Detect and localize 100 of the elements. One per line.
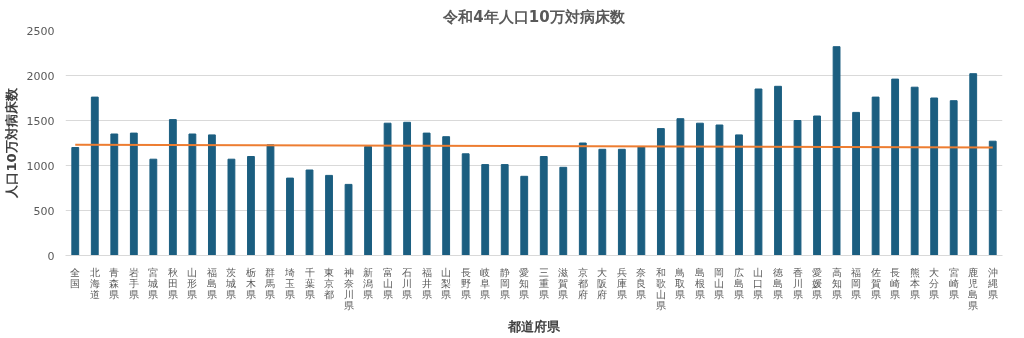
x-tick-label: 広島県	[733, 266, 744, 300]
bar	[539, 156, 548, 256]
x-tick-label: 大阪府	[597, 266, 608, 300]
bar	[910, 86, 919, 256]
x-tick-label: 新潟県	[363, 266, 374, 300]
x-tick-label: 静岡県	[499, 266, 510, 300]
x-tick-label: 長野県	[460, 266, 471, 300]
bar	[656, 128, 665, 256]
bar	[949, 100, 958, 256]
bar	[325, 174, 333, 256]
x-tick-label: 岐阜県	[480, 266, 491, 300]
x-tick-label: 埼玉県	[283, 266, 295, 300]
x-tick-label: 三重県	[538, 266, 549, 300]
bar	[520, 175, 529, 256]
bar	[168, 119, 177, 256]
bar	[793, 120, 802, 256]
bar	[227, 158, 236, 256]
bar	[403, 121, 412, 256]
x-tick-label: 全国	[70, 266, 81, 289]
x-tick-label: 島根県	[694, 266, 705, 300]
x-tick-label: 長崎県	[890, 266, 901, 300]
x-tick-label: 滋賀県	[558, 266, 569, 300]
x-tick-label: 茨城県	[225, 266, 237, 300]
x-tick-label: 山梨県	[441, 266, 452, 300]
y-tick-label: 0	[47, 249, 55, 263]
x-tick-label: 石川県	[402, 266, 413, 300]
y-tick-label: 2500	[26, 24, 55, 38]
x-tick-label: 岩手県	[128, 266, 139, 300]
x-tick-label: 愛知県	[519, 266, 530, 300]
x-tick-label: 兵庫県	[616, 266, 627, 300]
x-tick-label: 山形県	[187, 266, 198, 300]
bar	[481, 164, 490, 256]
bar	[500, 164, 509, 256]
x-tick-label: 福岡県	[851, 266, 862, 300]
x-tick-label: 高知県	[831, 266, 842, 300]
x-tick-label: 福井県	[421, 266, 432, 300]
x-tick-label: 富山県	[382, 266, 393, 300]
bar	[305, 169, 314, 256]
bar	[149, 158, 158, 256]
bar	[598, 148, 607, 256]
x-tick-label: 沖縄県	[986, 266, 998, 300]
x-tick-label: 和歌山県	[655, 266, 666, 311]
y-tick-label: 1000	[26, 159, 55, 173]
x-tick-label: 愛媛県	[812, 266, 823, 300]
bar	[383, 122, 392, 256]
bar	[891, 78, 900, 256]
bar	[813, 115, 821, 256]
bar	[286, 177, 294, 256]
x-tick-label: 京都府	[577, 266, 588, 300]
x-tick-label: 福島県	[206, 266, 217, 300]
y-tick-label: 1500	[26, 114, 55, 128]
x-tick-label: 秋田県	[167, 266, 178, 300]
chart-title: 令和4年人口10万対病床数	[442, 7, 626, 26]
bar	[422, 132, 431, 256]
bar	[852, 111, 861, 256]
x-tick-label: 大分県	[929, 266, 940, 300]
bar	[442, 136, 451, 256]
bar	[988, 140, 997, 256]
bar	[676, 118, 685, 256]
y-axis-title: 人口10万対病床数	[3, 87, 19, 199]
x-tick-label: 香川県	[792, 266, 803, 300]
bar	[637, 146, 646, 256]
bar	[110, 133, 119, 256]
x-tick-label: 鹿児島県	[968, 266, 979, 311]
x-axis-title: 都道府県	[507, 318, 561, 334]
y-tick-label: 2000	[26, 69, 55, 83]
x-tick-label: 鳥取県	[674, 266, 686, 300]
bar	[715, 124, 724, 256]
bar	[559, 166, 568, 256]
bar	[344, 183, 353, 256]
x-tick-label: 群馬県	[264, 266, 276, 300]
y-tick-label: 500	[33, 204, 55, 218]
bar	[578, 142, 587, 256]
bar	[266, 144, 275, 256]
bar	[969, 73, 978, 256]
bar	[461, 153, 470, 256]
bar	[735, 134, 743, 256]
x-tick-label: 千葉県	[304, 266, 315, 300]
x-tick-label: 東京都	[324, 266, 335, 300]
x-tick-label: 青森県	[109, 266, 120, 300]
x-tick-label: 徳島県	[773, 266, 784, 300]
bar	[207, 134, 216, 256]
x-tick-label: 奈良県	[636, 266, 647, 300]
x-tick-label: 栃木県	[245, 266, 256, 300]
bar	[696, 122, 704, 256]
bar	[774, 85, 782, 256]
bar	[188, 133, 197, 256]
bar	[617, 148, 626, 256]
x-tick-label: 北海道	[89, 266, 100, 300]
bar	[754, 88, 763, 256]
bar	[832, 46, 841, 256]
bar	[71, 147, 80, 256]
bar	[364, 146, 372, 256]
x-tick-label: 佐賀県	[870, 266, 881, 300]
x-tick-label: 宮崎県	[948, 266, 959, 300]
bar	[247, 156, 255, 256]
bar	[90, 96, 99, 256]
x-tick-label: 岡山県	[714, 266, 725, 300]
bar	[129, 132, 138, 256]
bar	[871, 96, 880, 256]
